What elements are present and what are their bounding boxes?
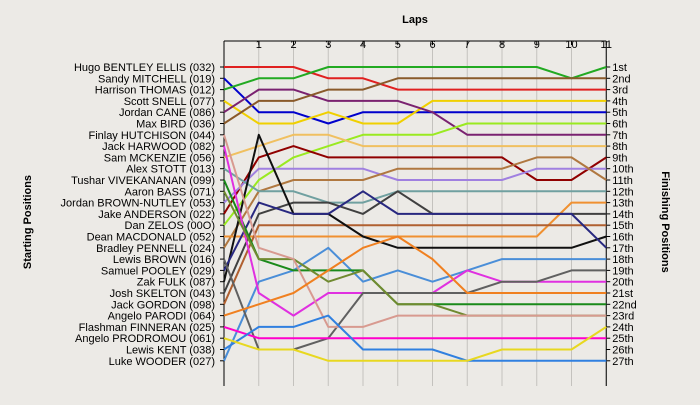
- finishing-position-label: 25th: [612, 333, 633, 345]
- starting-position-labels: Hugo BENTLEY ELLIS (032)Sandy MITCHELL (…: [61, 62, 215, 368]
- lap-tick-label: 2: [290, 39, 296, 51]
- series-line: [223, 224, 607, 305]
- finishing-position-label: 3rd: [612, 85, 628, 97]
- series-line: [224, 66, 607, 91]
- driver-label: Samuel POOLEY (029): [101, 265, 215, 277]
- finishing-position-label: 27th: [612, 356, 633, 368]
- lap-tick-label: 1: [256, 39, 262, 51]
- series-line: [223, 179, 607, 306]
- finishing-position-label: 1st: [612, 62, 627, 74]
- lap-tick-label: 11: [601, 39, 612, 51]
- finishing-position-label: 21st: [612, 288, 633, 300]
- lap-tick-labels: 1 2 3 4 5 6 7 8 9 10 11: [256, 39, 612, 51]
- finishing-position-label: 5th: [612, 107, 627, 119]
- lap-tick-label: 9: [534, 39, 540, 51]
- driver-label: Jake ANDERSON (022): [98, 209, 215, 221]
- finishing-position-label: 11th: [612, 175, 633, 187]
- finishing-position-label: 17th: [612, 243, 633, 255]
- finishing-position-label: 20th: [612, 277, 633, 289]
- finishing-position-label: 4th: [612, 96, 627, 108]
- chart-title: Laps: [402, 14, 428, 26]
- series-line: [223, 246, 607, 362]
- driver-label: Bradley PENNELL (024): [96, 243, 215, 255]
- finishing-position-label: 2nd: [612, 73, 630, 85]
- driver-label: Angelo PRODROMOU (061): [75, 333, 215, 345]
- finishing-position-labels: 1st2nd3rd4th5th6th7th8th9th10th11th12th1…: [612, 62, 636, 368]
- driver-label: Dean MACDONALD (052): [87, 232, 215, 244]
- driver-label: Hugo BENTLEY ELLIS (032): [74, 62, 215, 74]
- driver-label: Max BIRD (036): [136, 119, 215, 131]
- lap-tick-label: 3: [325, 39, 331, 51]
- driver-label: Dan ZELOS (00O): [125, 220, 215, 232]
- driver-label: Lewis BROWN (016): [113, 254, 215, 266]
- finishing-position-label: 10th: [612, 164, 633, 176]
- finishing-position-label: 18th: [612, 254, 633, 266]
- series-line: [223, 167, 607, 204]
- finishing-position-label: 16th: [612, 232, 633, 244]
- finishing-position-label: 14th: [612, 209, 633, 221]
- series-line: [223, 77, 607, 125]
- series-line: [223, 88, 607, 136]
- driver-label: Scott SNELL (077): [124, 96, 215, 108]
- finishing-position-label: 22nd: [612, 299, 636, 311]
- series-line: [223, 167, 607, 204]
- series-line: [223, 314, 607, 362]
- finishing-position-label: 23rd: [612, 311, 634, 323]
- y-axis-label-right: Finishing Positions: [659, 171, 671, 272]
- series-line: [223, 190, 607, 271]
- lap-tick-label: 6: [429, 39, 435, 51]
- driver-label: Tushar VIVEKANANAN (099): [71, 175, 215, 187]
- finishing-position-label: 13th: [612, 198, 633, 210]
- driver-label: Finlay HUTCHISON (044): [88, 130, 215, 142]
- driver-label: Jordan CANE (086): [119, 107, 215, 119]
- finishing-position-label: 26th: [612, 345, 633, 357]
- finishing-position-label: 9th: [612, 152, 627, 164]
- driver-label: Angelo PARODI (064): [108, 311, 215, 323]
- driver-label: Josh SKELTON (043): [110, 288, 215, 300]
- series-line: [223, 99, 607, 125]
- lap-tick-label: 5: [395, 39, 401, 51]
- series-line: [223, 156, 607, 249]
- finishing-position-label: 19th: [612, 265, 633, 277]
- series-line: [223, 325, 607, 340]
- lap-tick-label: 10: [565, 39, 577, 51]
- driver-label: Jordan BROWN-NUTLEY (053): [61, 198, 215, 210]
- series-lines: [223, 66, 607, 362]
- series-line: [223, 235, 607, 317]
- lap-tick-label: 8: [499, 39, 505, 51]
- driver-label: Jack HARWOOD (082): [102, 141, 215, 153]
- series-line: [223, 134, 607, 328]
- finishing-position-label: 15th: [612, 220, 633, 232]
- driver-label: Luke WOODER (027): [109, 356, 215, 368]
- finishing-position-label: 12th: [612, 186, 633, 198]
- y-axis-label-left: Starting Positions: [22, 175, 34, 269]
- driver-label: Lewis KENT (038): [126, 345, 215, 357]
- driver-label: Sandy MITCHELL (019): [98, 73, 215, 85]
- finishing-position-label: 7th: [612, 130, 627, 142]
- driver-label: Zak FULK (087): [137, 277, 215, 289]
- series-line: [223, 145, 607, 215]
- driver-label: Jack GORDON (098): [111, 299, 215, 311]
- driver-label: Aaron BASS (071): [125, 186, 216, 198]
- series-line: [224, 201, 607, 238]
- series-line: [223, 66, 607, 91]
- series-line: [223, 122, 607, 226]
- finishing-position-label: 24th: [612, 322, 633, 334]
- lap-tick-label: 7: [464, 39, 470, 51]
- driver-label: Alex STOTT (013): [126, 164, 215, 176]
- series-line: [223, 326, 607, 362]
- finishing-position-label: 6th: [612, 119, 627, 131]
- series-line: [223, 133, 607, 159]
- series-line: [223, 145, 607, 317]
- driver-label: Flashman FINNERAN (025): [79, 322, 215, 334]
- driver-label: Harrison THOMAS (012): [95, 85, 215, 97]
- finishing-position-label: 8th: [612, 141, 627, 153]
- driver-label: Sam MCKENZIE (056): [104, 152, 215, 164]
- lap-tick-label: 4: [360, 39, 366, 51]
